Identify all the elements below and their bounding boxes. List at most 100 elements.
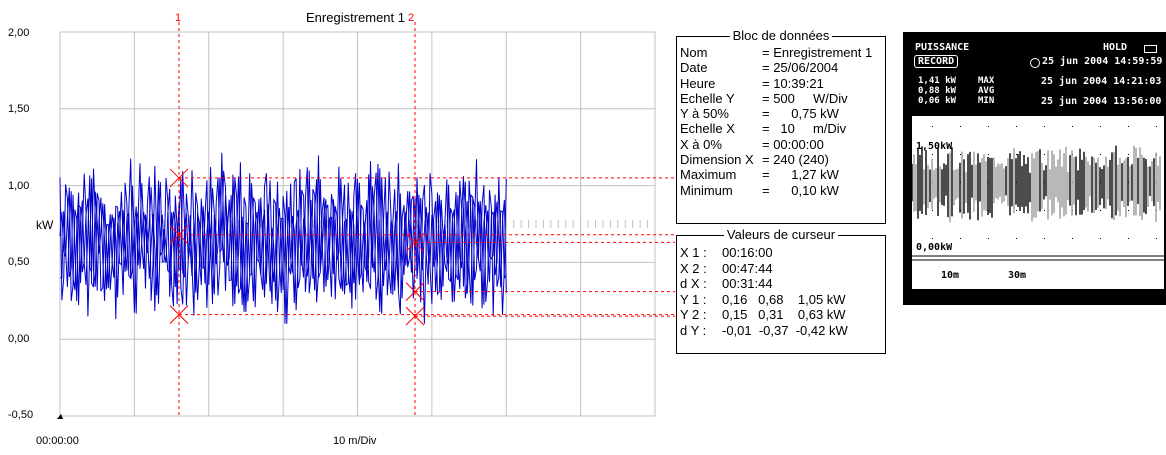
meter-grid-dot [1072, 126, 1073, 127]
meter-graph: 1,50kW 0,00kW 10m 30m [912, 116, 1164, 289]
data-block-key: Echelle X [680, 121, 735, 137]
meter-grid-dot [1156, 238, 1157, 239]
meter-grid-dot [1100, 126, 1101, 127]
cursor-marker [169, 168, 189, 188]
cursor-marker [405, 233, 425, 252]
cursor-value-key: X 1 : [680, 245, 707, 260]
meter-screenshot: PUISSANCE HOLD RECORD 25 jun 2004 14:59:… [903, 32, 1166, 305]
data-block-value: = 1,27 kW [762, 167, 839, 183]
cursor-value-value: 00:16:00 [722, 245, 773, 260]
meter-min-time: 25 jun 2004 13:56:00 [1041, 96, 1162, 107]
y-axis-unit: kW [36, 218, 54, 232]
meter-grid-dot [1016, 210, 1017, 211]
chart-title: Enregistrement 1 [306, 10, 405, 25]
meter-grid-dot [932, 154, 933, 155]
cursor-values-title: Valeurs de curseur [723, 227, 839, 242]
meter-grid-dot [1072, 238, 1073, 239]
meter-scale-bottom: 0,00kW [916, 242, 953, 253]
y-tick-label: 0,50 [8, 256, 30, 268]
data-block-key: Nom [680, 45, 708, 60]
recording-chart [57, 22, 675, 419]
meter-grid-dot [988, 154, 989, 155]
meter-grid-dot [960, 126, 961, 127]
cursor-value-key: d X : [680, 276, 707, 292]
meter-grid-dot [1044, 126, 1045, 127]
cursor-lines[interactable] [169, 22, 675, 416]
cursor-value-key: Y 1 : [680, 291, 707, 307]
data-block-panel: Bloc de données Nom = Enregistrement 1 Dat… [676, 28, 886, 224]
data-block-key: Dimension X [680, 152, 754, 168]
data-block-key: Minimum [680, 182, 733, 198]
cursor-values-panel: Valeurs de curseur X 1 : 00:16:00 X 2 : 00:… [676, 227, 886, 354]
meter-grid-dot [988, 238, 989, 239]
meter-grid-dot [1128, 154, 1129, 155]
origin-marker [57, 414, 63, 419]
meter-grid-dot [960, 238, 961, 239]
meter-grid-dot [1016, 126, 1017, 127]
data-block-value: = 10:39:21 [762, 75, 824, 91]
data-block-value: = 0,75 kW [762, 106, 839, 122]
y-tick-label: 1,50 [8, 103, 30, 115]
meter-grid-dot [1100, 238, 1101, 239]
y-tick-label: -0,50 [8, 409, 34, 421]
meter-grid-dot [1128, 210, 1129, 211]
meter-grid-dot [932, 238, 933, 239]
meter-grid-dot [1156, 126, 1157, 127]
meter-max-tag: MAX [978, 76, 995, 86]
data-block-key: Heure [680, 75, 716, 91]
meter-grid-dot [1016, 154, 1017, 155]
cursor-2-label[interactable]: 2 [408, 12, 415, 24]
meter-grid-dot [1044, 238, 1045, 239]
meter-avg-tag: AVG [978, 86, 995, 96]
cursor-value-value: 0,15 0,31 0,63 kW [722, 307, 846, 323]
cursor-marker [169, 225, 189, 245]
x-start-label: 00:00:00 [36, 435, 79, 447]
cursor-value-key: Y 2 : [680, 307, 707, 323]
meter-grid-dot [1128, 238, 1129, 239]
data-block-key: Y à 50% [680, 106, 729, 122]
meter-max-time: 25 jun 2004 14:21:03 [1041, 76, 1162, 87]
meter-grid-dot [1128, 126, 1129, 127]
meter-grid-dot [960, 154, 961, 155]
data-block-key: Date [680, 60, 708, 76]
data-block-value: = 00:00:00 [762, 136, 824, 152]
data-block-value: = Enregistrement 1 [762, 45, 873, 60]
clock-icon [1030, 58, 1040, 68]
meter-grid-dot [1044, 210, 1045, 211]
cursor-value-key: d Y : [680, 322, 707, 338]
cursor-marker [405, 282, 425, 301]
meter-hold: HOLD [1103, 42, 1128, 53]
meter-x-label-30m: 30m [1008, 270, 1027, 281]
meter-grid-dot [1044, 154, 1045, 155]
chart-frame [59, 31, 656, 417]
data-block-value: = 25/06/2004 [762, 60, 839, 76]
meter-grid-dot [932, 126, 933, 127]
cursor-value-value: -0,01 -0,37 -0,42 kW [722, 322, 848, 338]
data-block-title: Bloc de données [729, 28, 833, 43]
meter-avg-value: 0,88 kW [918, 86, 956, 96]
meter-scale-top: 1,50kW [916, 141, 953, 152]
data-block-value: = 240 (240) [762, 152, 829, 168]
data-block-value: = 500 W/Div [762, 90, 848, 106]
data-block-key: X à 0% [680, 136, 722, 152]
data-block-key: Maximum [680, 167, 737, 183]
meter-grid-dot [1016, 238, 1017, 239]
y-tick-label: 0,00 [8, 333, 30, 345]
cursor-value-value: 00:31:44 [722, 276, 773, 292]
meter-grid-dot [1100, 154, 1101, 155]
data-block-value: = 0,10 kW [762, 182, 839, 198]
cursor-value-value: 0,16 0,68 1,05 kW [722, 291, 846, 307]
meter-grid-dot [988, 126, 989, 127]
y-tick-label: 1,00 [8, 180, 30, 192]
meter-datetime: 25 jun 2004 14:59:59 [1042, 56, 1163, 67]
y-tick-label: 2,00 [8, 27, 30, 39]
meter-grid-dot [1100, 210, 1101, 211]
trace-line [59, 152, 507, 324]
x-scale-label: 10 m/Div [333, 435, 377, 447]
battery-icon [1144, 45, 1157, 53]
cursor-1-label[interactable]: 1 [175, 12, 182, 24]
cursor-value-value: 00:47:44 [722, 260, 773, 276]
data-block-value: = 10 m/Div [762, 121, 847, 137]
meter-grid-dot [932, 210, 933, 211]
meter-max-value: 1,41 kW [918, 76, 956, 86]
